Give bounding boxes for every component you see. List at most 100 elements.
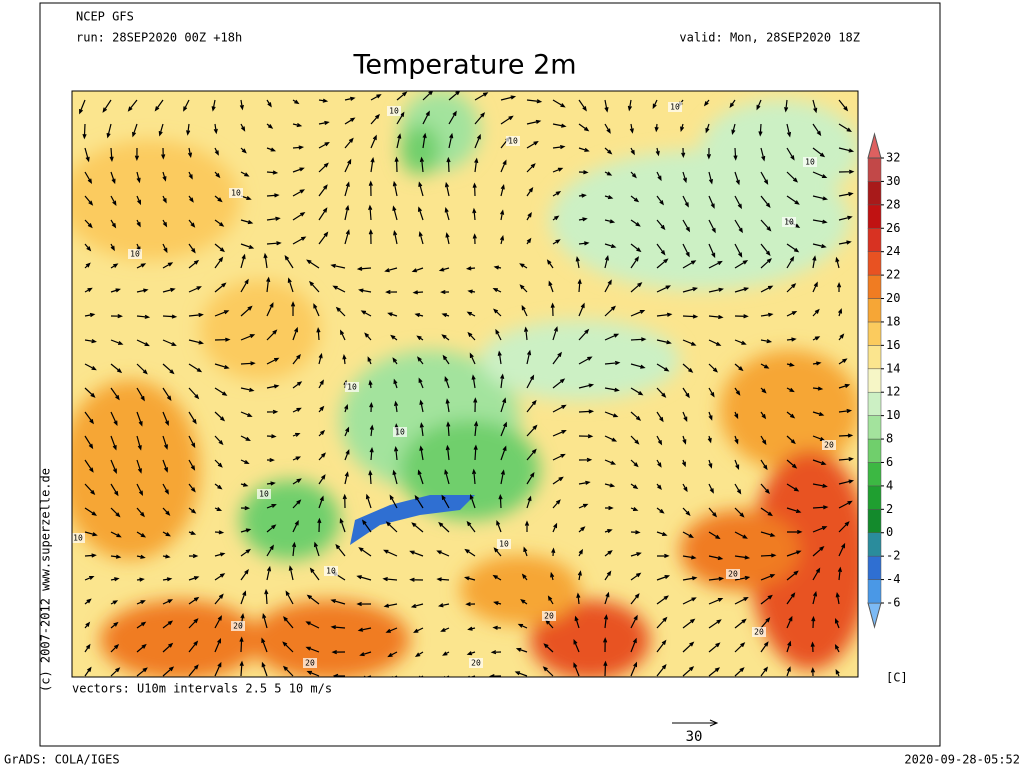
wind-arrow [136, 411, 143, 427]
wind-arrow [344, 96, 356, 101]
contour-label-bg [752, 627, 766, 637]
wind-arrow [492, 625, 502, 630]
run: run: 28SEP2020 00Z +18h [76, 31, 242, 45]
wind-arrow [838, 123, 852, 133]
wind-arrow [552, 144, 566, 150]
wind-arrow [734, 260, 749, 269]
wind-arrow [760, 147, 766, 162]
wind-arrow [838, 479, 855, 485]
wind-arrow [162, 262, 174, 269]
wind-arrow [526, 119, 542, 125]
wind-arrow [708, 314, 724, 320]
wind-arrow [266, 457, 275, 463]
wind-arrow [811, 615, 816, 629]
wind-arrow [84, 666, 92, 677]
wind-arrow [109, 147, 114, 162]
wind-arrow [756, 99, 762, 111]
wind-arrow [84, 219, 93, 229]
wind-arrow [84, 171, 93, 185]
wind-arrow [784, 99, 789, 113]
wind-arrow [344, 229, 350, 245]
wind-arrow [786, 570, 799, 581]
wind-arrow [442, 651, 450, 656]
wind-arrow [682, 171, 687, 184]
wind-arrow [838, 521, 850, 533]
wind-arrow [812, 361, 822, 366]
wind-arrow [812, 147, 826, 158]
wind-arrow [263, 252, 268, 269]
wind-arrow [188, 312, 204, 318]
wind-arrow [356, 575, 372, 581]
wind-arrow [240, 411, 253, 417]
wind-arrow [705, 123, 710, 134]
contour-label: 10 [389, 107, 399, 116]
wind-arrow [630, 614, 638, 629]
contour-label: 20 [544, 612, 554, 621]
wind-arrow [630, 282, 643, 293]
wind-arrow [161, 147, 166, 160]
wind-arrow [786, 483, 800, 492]
contour-label-bg [393, 427, 407, 437]
wind-arrow [444, 207, 450, 221]
wind-arrow [500, 115, 514, 125]
wind-arrow [282, 665, 294, 677]
wind-arrow [369, 401, 374, 413]
wind-arrow [331, 649, 346, 655]
wind-arrow [102, 99, 112, 113]
wind-arrow [656, 435, 663, 446]
wind-arrow [682, 243, 690, 258]
wind-arrow [812, 336, 821, 341]
wind-arrow [578, 526, 586, 533]
wind-arrow [239, 660, 244, 677]
wind-arrow [760, 258, 772, 269]
wind-arrow [309, 280, 320, 293]
wind-arrow [240, 305, 253, 317]
wind-arrow [414, 313, 424, 318]
wind-arrow [786, 411, 796, 419]
wind-arrow [838, 99, 849, 112]
wind-arrow [318, 162, 329, 173]
wind-arrow [136, 195, 142, 206]
wind-arrow [578, 356, 593, 365]
wind-arrow [521, 573, 528, 581]
wind-arrow [708, 243, 716, 259]
wind-arrow [110, 387, 120, 401]
wind-arrow [316, 327, 321, 341]
wind-arrow [552, 378, 566, 389]
wind-arrow [162, 642, 174, 653]
wind-arrow [708, 387, 715, 398]
wind-arrow [630, 195, 640, 203]
wind-arrow [291, 541, 297, 557]
wind-arrow [682, 411, 688, 422]
wind-arrow [214, 243, 225, 253]
wind-arrow [471, 374, 476, 389]
wind-arrow [734, 435, 739, 445]
colorbar-swatch [867, 368, 882, 393]
wind-arrow [187, 147, 193, 159]
wind-arrow [655, 147, 660, 157]
wind-arrow [734, 287, 750, 293]
wind-arrow [578, 217, 588, 222]
wind-arrow [682, 597, 697, 605]
wind-arrow [110, 411, 118, 427]
contour-label-bg [72, 533, 85, 543]
wind-arrow [786, 507, 802, 514]
reference-arrow-head [709, 719, 719, 727]
wind-arrow [436, 550, 450, 557]
wind-arrow [162, 287, 176, 293]
wind-arrow [136, 621, 147, 629]
colorbar-swatch [867, 204, 882, 229]
wind-arrow [344, 181, 350, 197]
wind-arrow [734, 363, 744, 372]
wind-arrow [489, 674, 502, 677]
wind-arrow [240, 361, 256, 366]
wind-arrow [630, 256, 640, 269]
wind-arrow [734, 314, 749, 319]
wind-arrow [734, 507, 745, 518]
wind-arrow [188, 530, 197, 535]
wind-arrow [552, 430, 567, 437]
wind-arrow [292, 236, 307, 245]
wind-arrow [446, 156, 451, 173]
wind-arrow [266, 409, 279, 415]
wind-arrow [330, 625, 346, 630]
